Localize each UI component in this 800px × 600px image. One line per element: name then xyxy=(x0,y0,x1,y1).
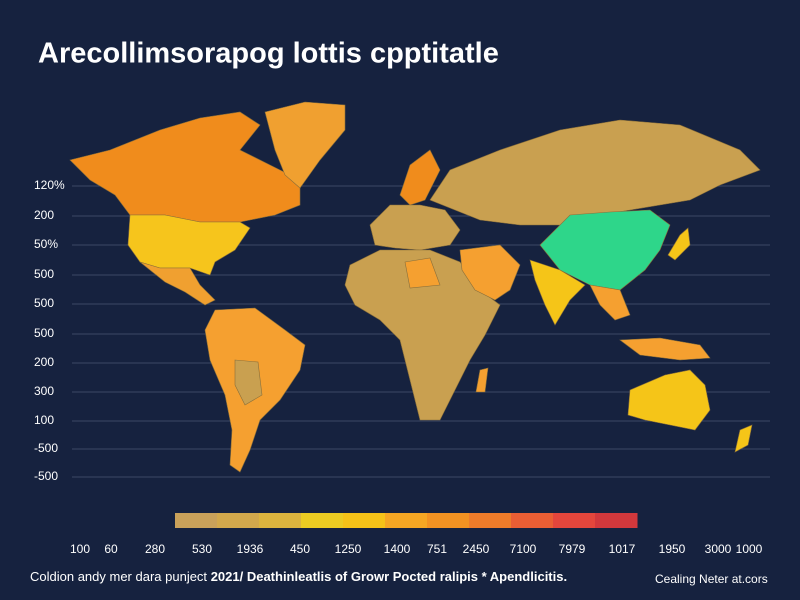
canada xyxy=(69,111,301,223)
china xyxy=(539,209,671,291)
scale-label: 3000 xyxy=(705,542,732,556)
row-label: 500 xyxy=(34,267,54,281)
row-label: -500 xyxy=(34,441,58,455)
legend-swatch xyxy=(427,513,470,528)
scale-label: 1936 xyxy=(237,542,264,556)
scale-label: 7979 xyxy=(559,542,586,556)
footer-left: Coldion andy mer dara punject 2021/ Deat… xyxy=(30,569,567,584)
middle-east xyxy=(459,244,521,301)
southeast-asia xyxy=(589,284,631,321)
legend-swatch xyxy=(175,513,218,528)
africa xyxy=(344,249,501,421)
legend-swatch xyxy=(259,513,302,528)
scale-label: 450 xyxy=(290,542,310,556)
legend xyxy=(175,513,638,528)
scale-label: 280 xyxy=(145,542,165,556)
north-africa xyxy=(404,257,441,289)
row-label: 200 xyxy=(34,208,54,222)
footer-right: Cealing Neter at.cors xyxy=(655,572,768,586)
scale-label: 1250 xyxy=(335,542,362,556)
scale-label: 60 xyxy=(104,542,118,556)
japan xyxy=(667,227,691,261)
scale-label: 1017 xyxy=(609,542,636,556)
row-label: 120% xyxy=(34,178,65,192)
legend-swatch xyxy=(511,513,554,528)
footer-bold: 2021/ Deathinleatlis of Growr Pocted ral… xyxy=(211,569,567,584)
legend-swatch xyxy=(385,513,428,528)
madagascar xyxy=(475,367,489,393)
scale-label: 1000 xyxy=(736,542,763,556)
europe xyxy=(369,204,461,251)
scale-label: 100 xyxy=(70,542,90,556)
world-map xyxy=(69,101,761,473)
scale-label: 1400 xyxy=(384,542,411,556)
title: Arecollimsorapog lottis cpptitatle xyxy=(38,38,499,70)
row-label: 50% xyxy=(34,237,58,251)
legend-swatch xyxy=(469,513,512,528)
row-label: 200 xyxy=(34,355,54,369)
row-label: -500 xyxy=(34,469,58,483)
scale-label: 751 xyxy=(427,542,447,556)
legend-swatch xyxy=(217,513,260,528)
scale-label: 7100 xyxy=(510,542,537,556)
indonesia xyxy=(619,337,711,361)
scale-label: 2450 xyxy=(463,542,490,556)
row-label: 500 xyxy=(34,326,54,340)
footer-text: Coldion andy mer dara punject xyxy=(30,569,207,584)
india xyxy=(529,259,586,326)
australia xyxy=(627,369,711,431)
row-label: 100 xyxy=(34,413,54,427)
legend-swatch xyxy=(595,513,638,528)
scale-label: 1950 xyxy=(659,542,686,556)
mexico-central xyxy=(139,261,216,306)
russia-asia xyxy=(429,119,761,226)
scale-label: 530 xyxy=(192,542,212,556)
bottom-scale: 100 60 280 530 1936 450 1250 1400 751 2450 7100 797… xyxy=(70,542,763,556)
greenland xyxy=(264,101,346,189)
row-label: 300 xyxy=(34,384,54,398)
bolivia xyxy=(234,359,263,406)
legend-swatch xyxy=(343,513,386,528)
new-zealand xyxy=(734,424,753,453)
row-label: 500 xyxy=(34,296,54,310)
legend-swatch xyxy=(301,513,344,528)
legend-swatch xyxy=(553,513,596,528)
